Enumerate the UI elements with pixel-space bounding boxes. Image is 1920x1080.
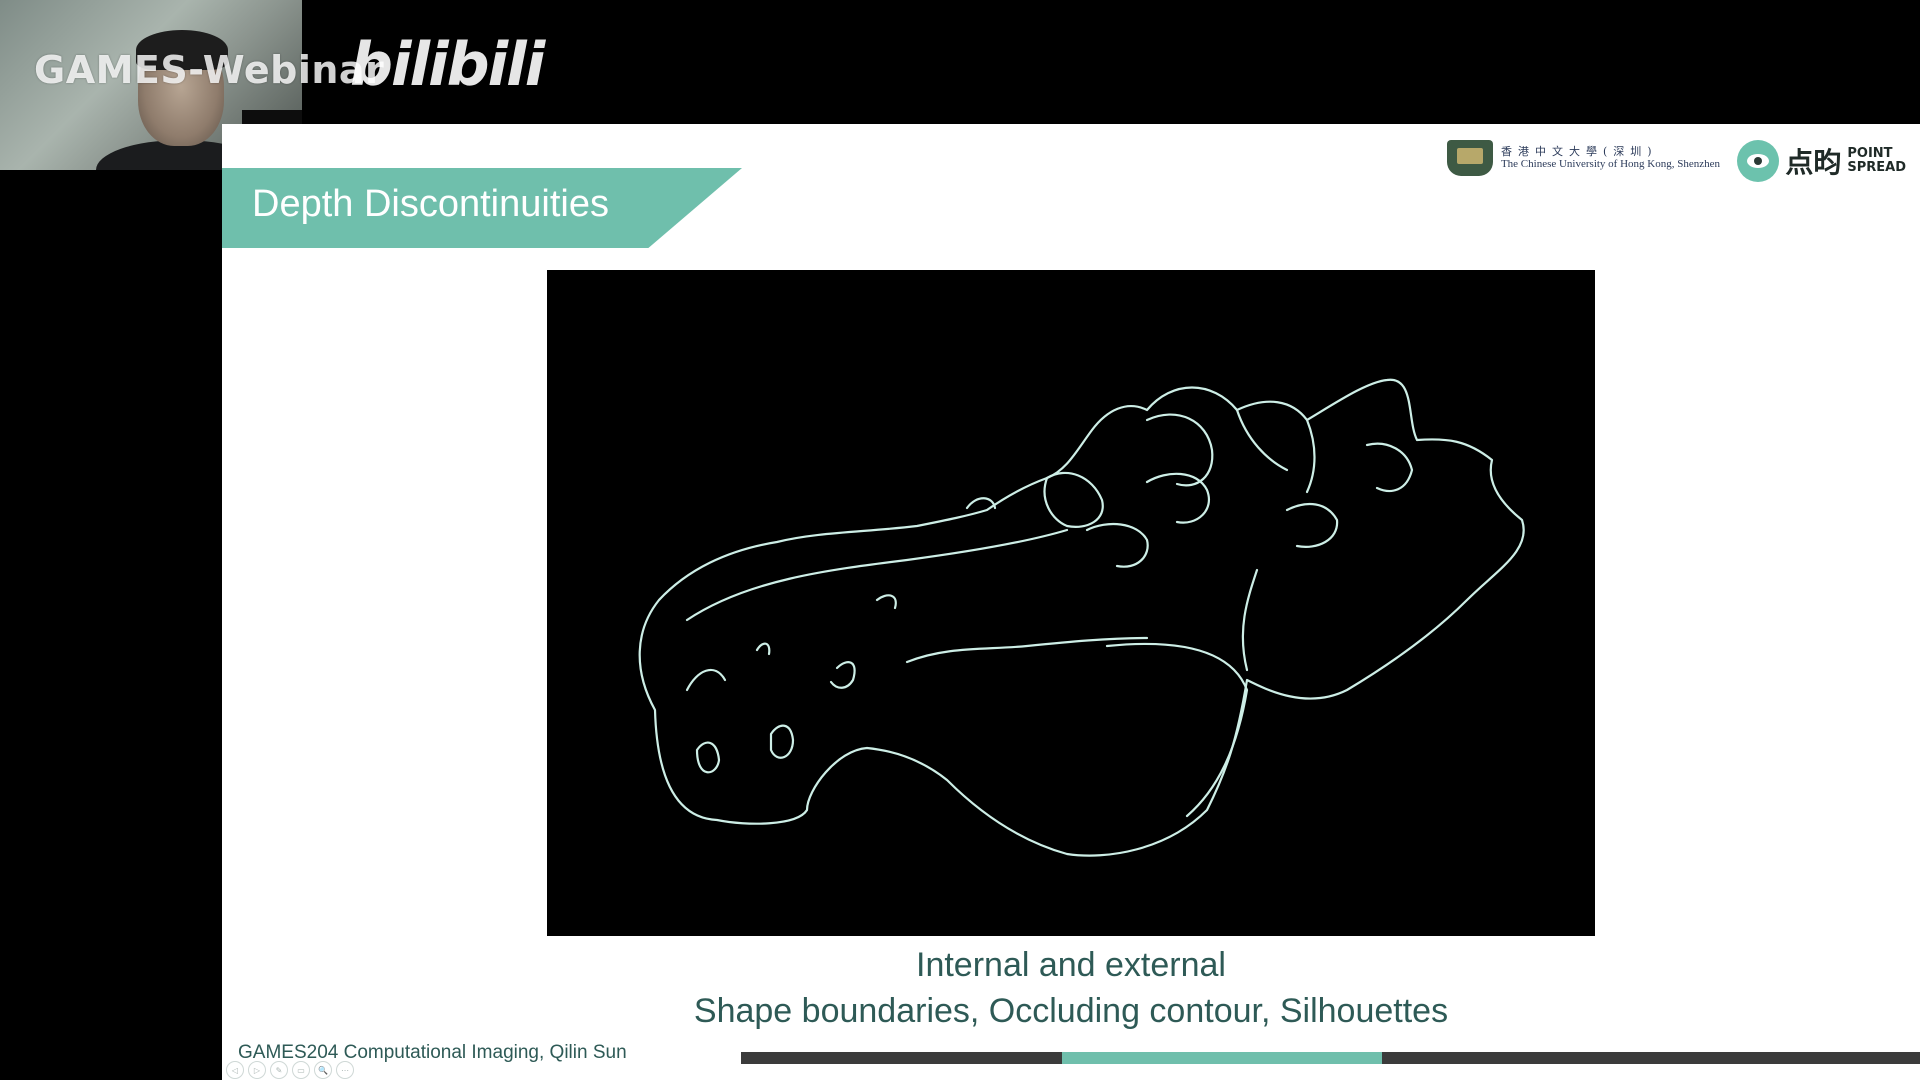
eye-icon xyxy=(1737,140,1780,182)
cuhk-crest-icon xyxy=(1446,140,1493,176)
slides-icon[interactable]: ▭ xyxy=(292,1061,310,1079)
cuhk-logo: 香港中文大學(深圳) The Chinese University of Hon… xyxy=(1446,140,1720,176)
pointspread-name-en-2: SPREAD xyxy=(1847,160,1906,175)
slide-footer: GAMES204 Computational Imaging, Qilin Su… xyxy=(238,1042,627,1063)
stream-title: GAMES-Webinar xyxy=(34,48,385,92)
progress-segment-2 xyxy=(1061,1052,1383,1064)
progress-segment-1 xyxy=(741,1052,1062,1064)
pointspread-logo: 点昀 POINT SPREAD xyxy=(1737,140,1906,182)
slide-nav-controls: ◁ ▷ ✎ ▭ 🔍 ⋯ xyxy=(226,1061,354,1079)
title-banner xyxy=(222,168,742,248)
next-slide-icon[interactable]: ▷ xyxy=(248,1061,266,1079)
cuhk-name-en: The Chinese University of Hong Kong, She… xyxy=(1500,158,1720,170)
slide-progress-bar xyxy=(741,1052,1920,1064)
pen-icon[interactable]: ✎ xyxy=(270,1061,288,1079)
caption-line-2: Shape boundaries, Occluding contour, Sil… xyxy=(693,992,1449,1030)
more-icon[interactable]: ⋯ xyxy=(336,1061,354,1079)
depth-edge-image xyxy=(547,270,1595,936)
cuhk-name-cn: 香港中文大學(深圳) xyxy=(1500,144,1658,158)
zoom-icon[interactable]: 🔍 xyxy=(314,1061,332,1079)
prev-slide-icon[interactable]: ◁ xyxy=(226,1061,244,1079)
bilibili-logo: bilibili xyxy=(350,30,545,100)
slide-title: Depth Discontinuities xyxy=(252,183,609,225)
presenter-hair xyxy=(136,30,228,70)
pointspread-name-cn: 点昀 xyxy=(1785,146,1842,179)
progress-segment-3 xyxy=(1382,1052,1920,1064)
pointspread-name-en-1: POINT xyxy=(1847,146,1893,162)
caption-line-1: Internal and external xyxy=(916,946,1226,984)
